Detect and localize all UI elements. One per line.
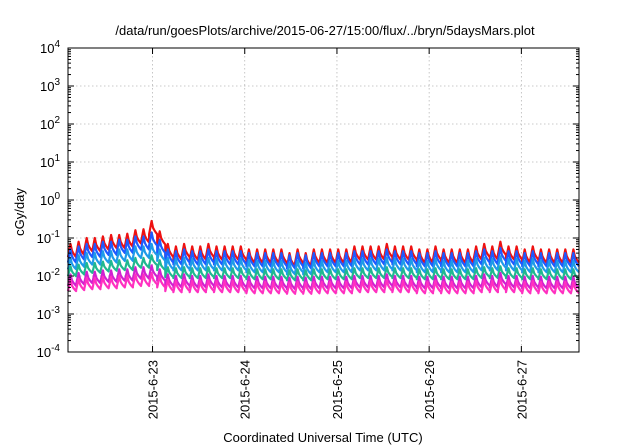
y-axis-label: cGy/day	[12, 188, 27, 236]
series-line-3	[66, 242, 580, 276]
y-tick-exponent: -1	[51, 229, 60, 240]
series-group	[66, 219, 580, 295]
x-tick-label: 2015-6-24	[238, 360, 253, 419]
y-tick-label: 103	[40, 77, 60, 94]
y-tick-base: 10	[37, 231, 51, 246]
y-tick-exponent: 2	[54, 115, 60, 126]
x-axis-label: Coordinated Universal Time (UTC)	[223, 430, 422, 445]
x-tick-label: 2015-6-26	[422, 360, 437, 419]
y-tick-base: 10	[40, 193, 54, 208]
series-line-2	[66, 231, 580, 270]
y-tick-exponent: -4	[51, 343, 60, 354]
grid	[68, 48, 579, 352]
y-tick-exponent: -2	[51, 267, 60, 278]
y-tick-exponent: 0	[54, 191, 60, 202]
y-tick-label: 10-3	[37, 305, 61, 322]
y-tick-label: 10-2	[37, 267, 61, 284]
y-tick-exponent: -3	[51, 305, 60, 316]
y-tick-base: 10	[37, 269, 51, 284]
y-tick-base: 10	[40, 155, 54, 170]
y-tick-label: 10-4	[37, 343, 61, 360]
y-tick-label: 104	[40, 39, 60, 56]
x-tick-label: 2015-6-27	[514, 360, 529, 419]
y-tick-base: 10	[40, 79, 54, 94]
y-tick-label: 100	[40, 191, 60, 208]
y-tick-base: 10	[40, 41, 54, 56]
chart-title: /data/run/goesPlots/archive/2015-06-27/1…	[115, 23, 535, 38]
x-tick-label: 2015-6-23	[146, 360, 161, 419]
y-tick-exponent: 4	[54, 39, 60, 50]
y-tick-base: 10	[37, 307, 51, 322]
y-tick-exponent: 1	[54, 153, 60, 164]
x-axis: 2015-6-23 2015-6-24 2015-6-25 2015-6-26 2015…	[146, 48, 529, 419]
y-tick-label: 10-1	[37, 229, 61, 246]
series-line-6	[66, 271, 580, 295]
series-line-4	[66, 254, 580, 282]
y-tick-label: 101	[40, 153, 60, 170]
y-tick-base: 10	[37, 345, 51, 360]
y-tick-exponent: 3	[54, 77, 60, 88]
y-tick-base: 10	[40, 117, 54, 132]
x-tick-label: 2015-6-25	[330, 360, 345, 419]
y-tick-label: 102	[40, 115, 60, 132]
